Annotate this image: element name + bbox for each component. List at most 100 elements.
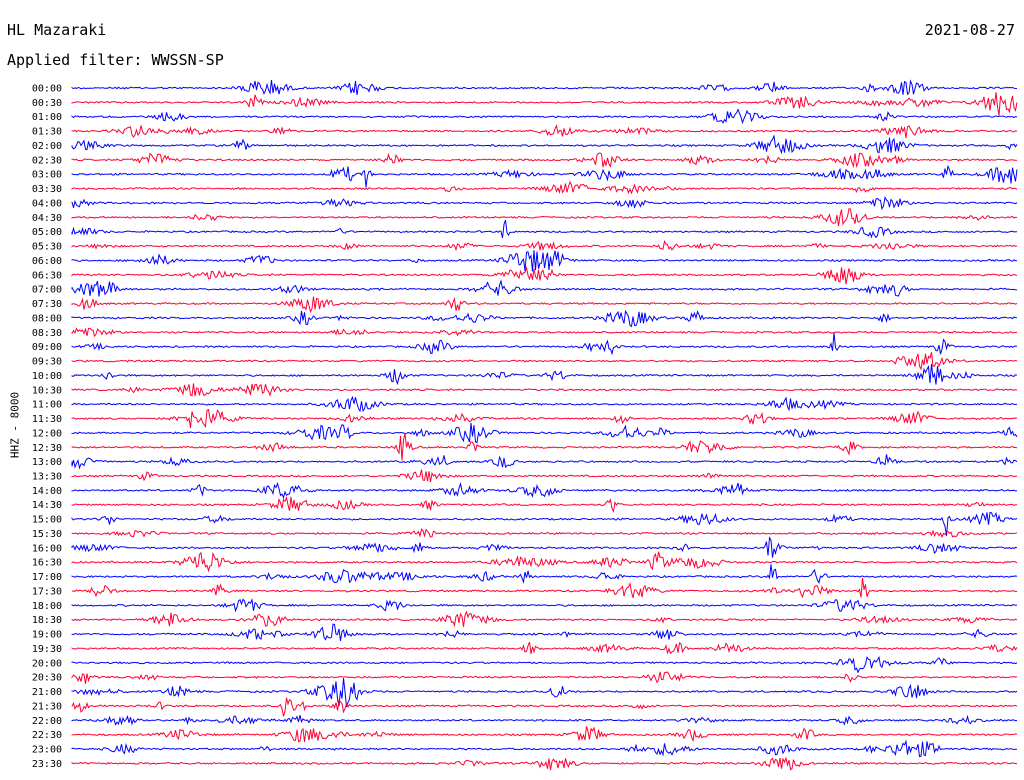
- trace-row-0430: [71, 208, 1018, 227]
- row-label-0000: 00:00: [32, 84, 62, 95]
- row-label-0630: 06:30: [32, 270, 62, 281]
- trace-row-1630: [71, 551, 1018, 573]
- trace-row-1830: [71, 610, 1018, 628]
- row-labels: 00:00 00:30 01:00 01:30 02:00 02:30 03:00 03:30…: [32, 84, 62, 770]
- row-label-1730: 17:30: [32, 586, 62, 597]
- row-label-2000: 20:00: [32, 658, 62, 669]
- trace-row-1130: [71, 408, 1018, 429]
- trace-row-1000: [71, 363, 1018, 386]
- row-label-0030: 00:30: [32, 98, 62, 109]
- trace-row-0130: [71, 124, 1018, 139]
- row-label-2200: 22:00: [32, 716, 62, 727]
- row-label-2230: 22:30: [32, 730, 62, 741]
- trace-row-2000: [71, 655, 1018, 674]
- trace-row-0100: [71, 108, 1018, 125]
- row-label-1630: 16:30: [32, 558, 62, 569]
- trace-row-0930: [71, 352, 1018, 371]
- row-label-0730: 07:30: [32, 299, 62, 310]
- row-label-1930: 19:30: [32, 644, 62, 655]
- filter-label: Applied filter: WWSSN-SP: [7, 51, 224, 69]
- trace-row-1730: [71, 577, 1018, 599]
- row-label-0700: 07:00: [32, 285, 62, 296]
- row-label-2100: 21:00: [32, 687, 62, 698]
- trace-row-2100: [71, 678, 1018, 708]
- trace-row-1600: [71, 536, 1018, 558]
- trace-row-0900: [71, 332, 1018, 356]
- row-label-1830: 18:30: [32, 615, 62, 626]
- trace-row-2030: [71, 671, 1018, 684]
- trace-row-1900: [71, 623, 1018, 641]
- trace-row-0500: [71, 219, 1017, 239]
- trace-row-1330: [71, 469, 1018, 483]
- trace-row-1200: [71, 422, 1018, 444]
- row-label-1700: 17:00: [32, 572, 62, 583]
- trace-row-0400: [71, 196, 1018, 211]
- trace-row-0730: [71, 296, 1018, 314]
- row-label-1000: 10:00: [32, 371, 62, 382]
- trace-row-0530: [71, 239, 1018, 252]
- row-label-0530: 05:30: [32, 242, 62, 253]
- trace-row-1700: [71, 564, 1018, 584]
- trace-row-0600: [71, 250, 1017, 272]
- row-label-1900: 19:00: [32, 630, 62, 641]
- trace-row-1530: [71, 527, 1018, 539]
- row-label-2330: 23:30: [32, 759, 62, 770]
- trace-row-0800: [71, 309, 1018, 328]
- trace-row-2330: [71, 756, 1018, 771]
- trace-row-1100: [71, 395, 1018, 413]
- row-label-2130: 21:30: [32, 701, 62, 712]
- row-label-0100: 01:00: [32, 112, 62, 123]
- trace-row-2200: [71, 714, 1018, 726]
- row-label-1230: 12:30: [32, 443, 62, 454]
- row-label-1130: 11:30: [32, 414, 62, 425]
- trace-row-2130: [71, 697, 1018, 717]
- row-label-0900: 09:00: [32, 342, 62, 353]
- seismic-traces: [71, 79, 1018, 771]
- trace-row-0230: [71, 152, 1018, 169]
- row-label-0130: 01:30: [32, 127, 62, 138]
- trace-row-0330: [71, 180, 1018, 195]
- row-label-2300: 23:00: [32, 745, 62, 756]
- row-label-0800: 08:00: [32, 313, 62, 324]
- row-label-0600: 06:00: [32, 256, 62, 267]
- row-label-1300: 13:00: [32, 457, 62, 468]
- row-label-0200: 02:00: [32, 141, 62, 152]
- trace-row-1400: [71, 481, 1018, 500]
- trace-row-0630: [71, 265, 1018, 285]
- trace-row-0200: [71, 134, 1018, 155]
- row-label-0930: 09:30: [32, 357, 62, 368]
- trace-row-2300: [71, 739, 1017, 758]
- trace-row-1430: [71, 496, 1018, 513]
- trace-row-1300: [71, 454, 1018, 470]
- trace-row-0300: [71, 164, 1018, 188]
- row-label-1500: 15:00: [32, 515, 62, 526]
- row-label-0430: 04:30: [32, 213, 62, 224]
- row-label-1330: 13:30: [32, 471, 62, 482]
- row-label-1100: 11:00: [32, 400, 62, 411]
- trace-row-0830: [71, 327, 1018, 338]
- row-label-0830: 08:30: [32, 328, 62, 339]
- trace-row-1500: [71, 511, 1018, 536]
- row-label-0330: 03:30: [32, 184, 62, 195]
- trace-row-0030: [71, 92, 1018, 116]
- trace-row-1800: [71, 597, 1018, 613]
- row-label-1800: 18:00: [32, 601, 62, 612]
- trace-row-1930: [71, 641, 1018, 655]
- trace-row-2230: [71, 726, 1018, 743]
- row-label-0500: 05:00: [32, 227, 62, 238]
- date-label: 2021-08-27: [924, 21, 1015, 39]
- trace-row-1230: [71, 433, 1018, 461]
- row-label-1430: 14:30: [32, 500, 62, 511]
- row-label-1600: 16:00: [32, 543, 62, 554]
- row-label-1200: 12:00: [32, 428, 62, 439]
- trace-row-1030: [71, 383, 1018, 397]
- row-label-1400: 14:00: [32, 486, 62, 497]
- row-label-1030: 10:30: [32, 385, 62, 396]
- row-label-2030: 20:30: [32, 673, 62, 684]
- trace-row-0700: [71, 279, 1018, 297]
- row-label-0230: 02:30: [32, 155, 62, 166]
- row-label-0300: 03:00: [32, 170, 62, 181]
- station-title: HL Mazaraki: [7, 21, 107, 39]
- row-label-1530: 15:30: [32, 529, 62, 540]
